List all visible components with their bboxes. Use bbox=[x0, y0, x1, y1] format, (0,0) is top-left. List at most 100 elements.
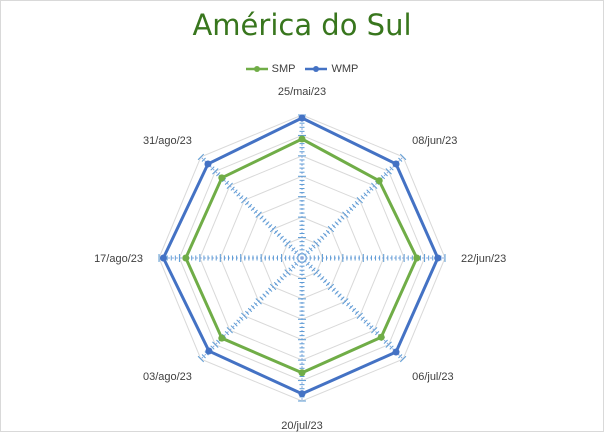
radial-axis bbox=[301, 156, 404, 259]
axis-tick bbox=[239, 316, 244, 321]
axis-tick bbox=[279, 235, 284, 240]
axis-tick bbox=[212, 168, 219, 175]
radial-axis bbox=[200, 156, 303, 259]
axis-tick bbox=[313, 240, 320, 247]
axis-tick bbox=[327, 225, 335, 233]
data-point-smp bbox=[298, 135, 306, 143]
chart-title: América do Sul bbox=[192, 8, 412, 42]
category-label: 25/mai/23 bbox=[278, 86, 326, 98]
axis-tick bbox=[348, 206, 354, 212]
data-point-smp bbox=[218, 334, 226, 342]
axis-tick bbox=[247, 203, 253, 209]
axis-tick bbox=[268, 287, 273, 292]
axis-tick bbox=[399, 355, 407, 363]
axis-tick bbox=[385, 168, 392, 175]
axis-tick bbox=[241, 197, 248, 204]
data-point-smp bbox=[413, 254, 421, 262]
axis-tick bbox=[385, 341, 392, 348]
axis-tick bbox=[233, 322, 238, 327]
axis-tick bbox=[253, 302, 258, 307]
data-point-wmp bbox=[392, 348, 400, 356]
axis-tick bbox=[322, 278, 328, 284]
axis-tick bbox=[317, 273, 322, 278]
axis-tick bbox=[360, 195, 365, 200]
legend-dot-wmp bbox=[313, 66, 320, 72]
axis-tick bbox=[331, 287, 336, 292]
legend-dot-smp bbox=[253, 66, 260, 72]
axis-tick bbox=[282, 238, 287, 243]
axis-tick bbox=[262, 218, 267, 223]
axis-tick bbox=[244, 310, 250, 316]
axis-tick bbox=[334, 221, 339, 226]
axis-tick bbox=[354, 310, 360, 316]
axis-tick bbox=[244, 200, 250, 206]
axis-tick bbox=[363, 319, 368, 324]
axis-tick bbox=[389, 345, 394, 350]
axis-tick bbox=[308, 264, 313, 269]
data-point-smp bbox=[298, 369, 306, 377]
axis-tick bbox=[284, 240, 291, 247]
radial-axis bbox=[301, 257, 404, 360]
category-label: 22/jun/23 bbox=[461, 253, 506, 265]
axis-tick bbox=[389, 166, 394, 171]
category-label: 17/ago/23 bbox=[94, 253, 143, 265]
legend-item-wmp: WMP bbox=[305, 60, 358, 78]
axis-tick bbox=[398, 354, 403, 359]
category-label: 03/ago/23 bbox=[143, 371, 192, 383]
axis-tick bbox=[369, 186, 374, 191]
axis-tick bbox=[236, 319, 241, 324]
axis-tick bbox=[201, 354, 206, 359]
axis-tick bbox=[308, 247, 313, 252]
axis-tick bbox=[374, 330, 380, 336]
axis-tick bbox=[342, 211, 349, 218]
axis-tick bbox=[320, 276, 325, 281]
axis-tick bbox=[197, 153, 205, 161]
axis-tick bbox=[311, 267, 316, 272]
axis-tick bbox=[369, 325, 374, 330]
legend: SMP WMP bbox=[0, 60, 604, 78]
axis-tick bbox=[317, 238, 322, 243]
axis-tick bbox=[360, 316, 365, 321]
axis-tick bbox=[259, 296, 264, 301]
axis-tick bbox=[356, 197, 363, 204]
axis-tick bbox=[305, 261, 310, 266]
axis-tick bbox=[216, 172, 221, 177]
axis-tick bbox=[294, 261, 299, 266]
axis-tick bbox=[250, 206, 256, 212]
axis-tick bbox=[284, 269, 291, 276]
axis-tick bbox=[305, 250, 310, 255]
axis-tick bbox=[322, 232, 328, 238]
axis-tick bbox=[210, 345, 215, 350]
axis-tick bbox=[201, 157, 206, 162]
axis-tick bbox=[253, 209, 258, 214]
axis-tick bbox=[288, 244, 293, 249]
axis-tick bbox=[273, 281, 279, 287]
axis-tick bbox=[233, 189, 238, 194]
data-point-wmp bbox=[298, 114, 306, 122]
legend-label-wmp: WMP bbox=[331, 63, 359, 75]
category-label: 31/ago/23 bbox=[143, 135, 192, 147]
axis-tick bbox=[276, 232, 282, 238]
axis-tick bbox=[247, 307, 253, 313]
axis-tick bbox=[380, 174, 386, 180]
legend-item-smp: SMP bbox=[245, 60, 295, 78]
axis-tick bbox=[325, 281, 331, 287]
axis-tick bbox=[265, 221, 270, 226]
data-point-wmp bbox=[159, 254, 167, 262]
axis-tick bbox=[239, 195, 244, 200]
axis-tick bbox=[311, 244, 316, 249]
axis-tick bbox=[269, 225, 277, 233]
axis-tick bbox=[291, 264, 296, 269]
axis-tick bbox=[337, 293, 342, 298]
axis-tick bbox=[342, 298, 349, 305]
axis-tick bbox=[276, 278, 282, 284]
axis-tick bbox=[288, 267, 293, 272]
axis-tick bbox=[226, 182, 233, 189]
axis-tick bbox=[340, 215, 345, 220]
axis-tick bbox=[313, 269, 320, 276]
data-point-smp bbox=[218, 174, 226, 182]
axis-tick bbox=[236, 192, 241, 197]
axis-tick bbox=[255, 211, 262, 218]
axis-tick bbox=[224, 180, 230, 186]
axis-tick bbox=[348, 304, 354, 310]
